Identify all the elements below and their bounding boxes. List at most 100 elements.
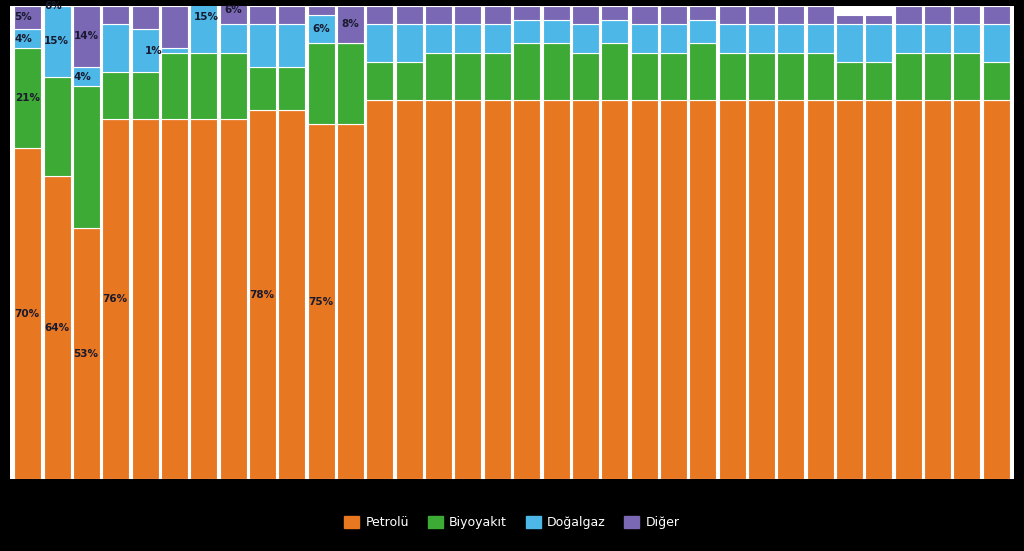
Bar: [807, 53, 834, 100]
Bar: [483, 53, 511, 100]
Bar: [631, 100, 657, 479]
Bar: [249, 24, 276, 67]
Bar: [308, 124, 335, 479]
Bar: [161, 119, 188, 479]
Bar: [455, 6, 481, 24]
Text: 4%: 4%: [74, 72, 91, 82]
Bar: [455, 24, 481, 53]
Text: 64%: 64%: [44, 323, 69, 333]
Bar: [895, 6, 922, 24]
Bar: [807, 6, 834, 24]
Bar: [337, 124, 365, 479]
Bar: [161, 48, 188, 53]
Bar: [367, 6, 393, 24]
Bar: [425, 24, 453, 53]
Bar: [983, 100, 1010, 479]
Bar: [895, 53, 922, 100]
Bar: [44, 77, 71, 176]
Bar: [659, 100, 687, 479]
Bar: [659, 53, 687, 100]
Bar: [543, 20, 569, 44]
Bar: [513, 100, 541, 479]
Text: 53%: 53%: [74, 349, 98, 359]
Bar: [102, 119, 129, 479]
Bar: [73, 86, 100, 228]
Bar: [836, 62, 863, 100]
Bar: [220, 53, 247, 119]
Bar: [924, 100, 951, 479]
Bar: [777, 24, 804, 53]
Bar: [425, 53, 453, 100]
Text: 14%: 14%: [74, 31, 98, 41]
Bar: [337, 44, 365, 124]
Bar: [14, 29, 41, 48]
Bar: [102, 24, 129, 72]
Text: 15%: 15%: [44, 36, 69, 46]
Bar: [396, 100, 423, 479]
Bar: [983, 6, 1010, 24]
Bar: [719, 6, 745, 24]
Bar: [748, 6, 775, 24]
Bar: [14, 48, 41, 148]
Bar: [719, 100, 745, 479]
Text: 4%: 4%: [14, 34, 33, 44]
Bar: [513, 6, 541, 20]
Bar: [719, 24, 745, 53]
Bar: [689, 44, 716, 100]
Bar: [924, 53, 951, 100]
Bar: [220, 119, 247, 479]
Bar: [543, 44, 569, 100]
Bar: [777, 53, 804, 100]
Bar: [777, 6, 804, 24]
Text: 78%: 78%: [250, 290, 274, 300]
Bar: [279, 110, 305, 479]
Bar: [455, 100, 481, 479]
Bar: [396, 6, 423, 24]
Bar: [513, 20, 541, 44]
Bar: [102, 6, 129, 24]
Bar: [631, 6, 657, 24]
Bar: [865, 15, 892, 24]
Bar: [249, 110, 276, 479]
Bar: [308, 6, 335, 15]
Text: 6%: 6%: [44, 1, 61, 10]
Bar: [483, 24, 511, 53]
Bar: [571, 53, 599, 100]
Bar: [14, 6, 41, 29]
Bar: [983, 62, 1010, 100]
Bar: [865, 62, 892, 100]
Bar: [953, 100, 980, 479]
Bar: [807, 24, 834, 53]
Text: 8%: 8%: [342, 19, 359, 29]
Bar: [865, 100, 892, 479]
Bar: [337, 6, 365, 44]
Bar: [571, 6, 599, 24]
Bar: [631, 24, 657, 53]
Bar: [571, 100, 599, 479]
Bar: [601, 20, 628, 44]
Bar: [483, 100, 511, 479]
Bar: [220, 24, 247, 53]
Bar: [953, 24, 980, 53]
Bar: [689, 20, 716, 44]
Text: 6%: 6%: [224, 6, 243, 15]
Text: 6%: 6%: [312, 24, 330, 34]
Bar: [631, 53, 657, 100]
Text: 21%: 21%: [14, 93, 40, 103]
Bar: [279, 6, 305, 24]
Bar: [953, 6, 980, 24]
Bar: [102, 72, 129, 119]
Bar: [924, 24, 951, 53]
Bar: [748, 24, 775, 53]
Bar: [132, 72, 159, 119]
Bar: [132, 29, 159, 72]
Bar: [543, 6, 569, 20]
Bar: [249, 6, 276, 24]
Bar: [425, 100, 453, 479]
Bar: [279, 67, 305, 110]
Bar: [44, 6, 71, 77]
Text: 15%: 15%: [194, 12, 219, 23]
Bar: [571, 24, 599, 53]
Text: 5%: 5%: [14, 12, 33, 23]
Bar: [483, 6, 511, 24]
